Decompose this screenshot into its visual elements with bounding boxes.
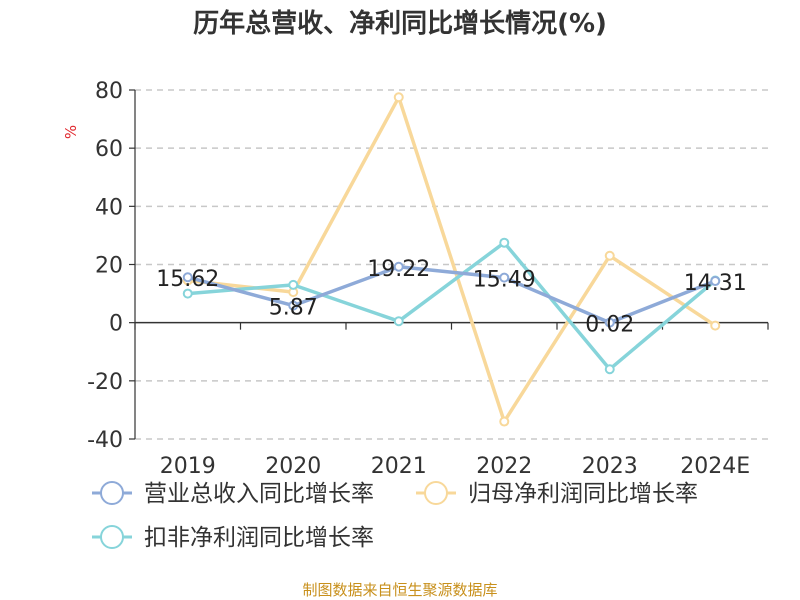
legend-item[interactable]: 营业总收入同比增长率 [92, 481, 374, 507]
y-tick-label: 60 [95, 137, 123, 162]
y-tick-label: -40 [87, 428, 123, 453]
data-label: 14.31 [684, 271, 747, 296]
axes: 80 60 40 20 0 -20 -40 2019 2020 2021 2022 2023 2024E [87, 79, 769, 479]
data-point[interactable] [499, 237, 510, 248]
y-tick-label: -20 [87, 370, 123, 395]
series-lines [182, 92, 721, 427]
data-point[interactable] [288, 300, 299, 311]
x-tick-label: 2024E [680, 454, 750, 479]
data-point[interactable] [182, 272, 193, 283]
legend-marker [424, 481, 448, 505]
x-tick-label: 2019 [160, 454, 216, 479]
x-tick-label: 2020 [265, 454, 321, 479]
x-tick-label: 2022 [476, 454, 532, 479]
data-label: 5.87 [269, 296, 318, 321]
data-label: 15.49 [473, 268, 536, 293]
series-line [187, 95, 717, 424]
data-point[interactable] [499, 272, 510, 283]
legend-marker [100, 481, 124, 505]
legend-marker [100, 525, 124, 549]
data-label: 19.22 [367, 257, 430, 282]
y-tick-label: 20 [95, 254, 123, 279]
data-point[interactable] [393, 316, 404, 327]
x-tick-label: 2021 [371, 454, 427, 479]
legend-item[interactable]: 归母净利润同比增长率 [416, 481, 698, 507]
legend-label: 营业总收入同比增长率 [144, 481, 374, 507]
data-point[interactable] [710, 276, 721, 287]
x-tick-label: 2023 [582, 454, 638, 479]
legend-item[interactable]: 扣非净利润同比增长率 [92, 525, 374, 551]
data-point[interactable] [604, 317, 615, 328]
series-line [187, 265, 716, 325]
legend-label: 扣非净利润同比增长率 [144, 525, 374, 551]
data-point[interactable] [604, 250, 615, 261]
source-note: 制图数据来自恒生聚源数据库 [302, 581, 497, 599]
legend-label: 归母净利润同比增长率 [468, 481, 698, 507]
data-point[interactable] [182, 288, 193, 299]
chart-title: 历年总营收、净利同比增长情况(%) [193, 8, 607, 39]
data-label: 15.62 [156, 267, 219, 292]
data-point[interactable] [393, 92, 404, 103]
data-point[interactable] [393, 261, 404, 272]
series-line [187, 240, 717, 371]
data-labels: 15.62 5.87 19.22 15.49 0.02 14.31 [156, 257, 746, 338]
data-point[interactable] [288, 279, 299, 290]
y-tick-label: 40 [95, 195, 123, 220]
series-1 [182, 261, 721, 328]
data-label: 0.02 [585, 313, 634, 338]
y-tick-label: 0 [109, 312, 123, 337]
data-point[interactable] [604, 364, 615, 375]
series-2 [182, 92, 721, 427]
y-tick-label: 80 [95, 79, 123, 104]
data-point[interactable] [499, 416, 510, 427]
y-axis-unit: % [62, 125, 80, 139]
data-point[interactable] [710, 320, 721, 331]
